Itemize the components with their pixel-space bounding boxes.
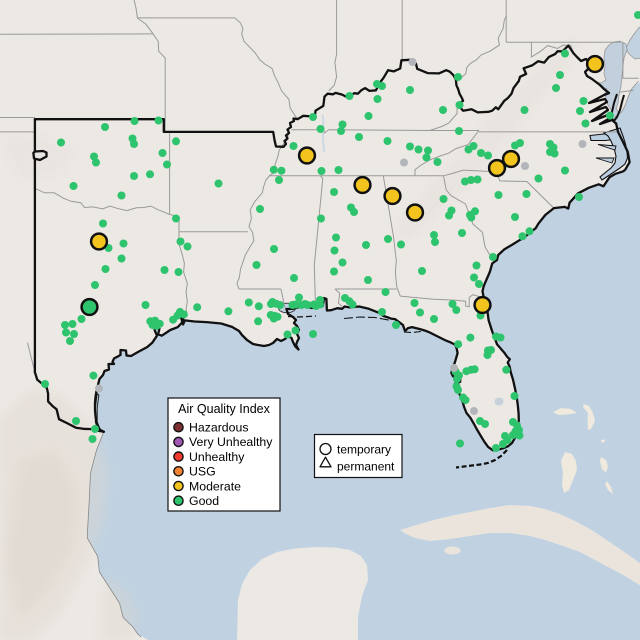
svg-text:Good: Good: [189, 494, 219, 508]
svg-text:temporary: temporary: [337, 443, 391, 457]
svg-text:Unhealthy: Unhealthy: [189, 450, 245, 464]
svg-text:Air Quality Index: Air Quality Index: [178, 402, 270, 416]
svg-text:USG: USG: [189, 465, 216, 479]
svg-text:Hazardous: Hazardous: [189, 421, 248, 435]
svg-text:permanent: permanent: [337, 459, 395, 473]
svg-text:Moderate: Moderate: [189, 479, 241, 493]
svg-text:Very Unhealthy: Very Unhealthy: [189, 435, 273, 449]
